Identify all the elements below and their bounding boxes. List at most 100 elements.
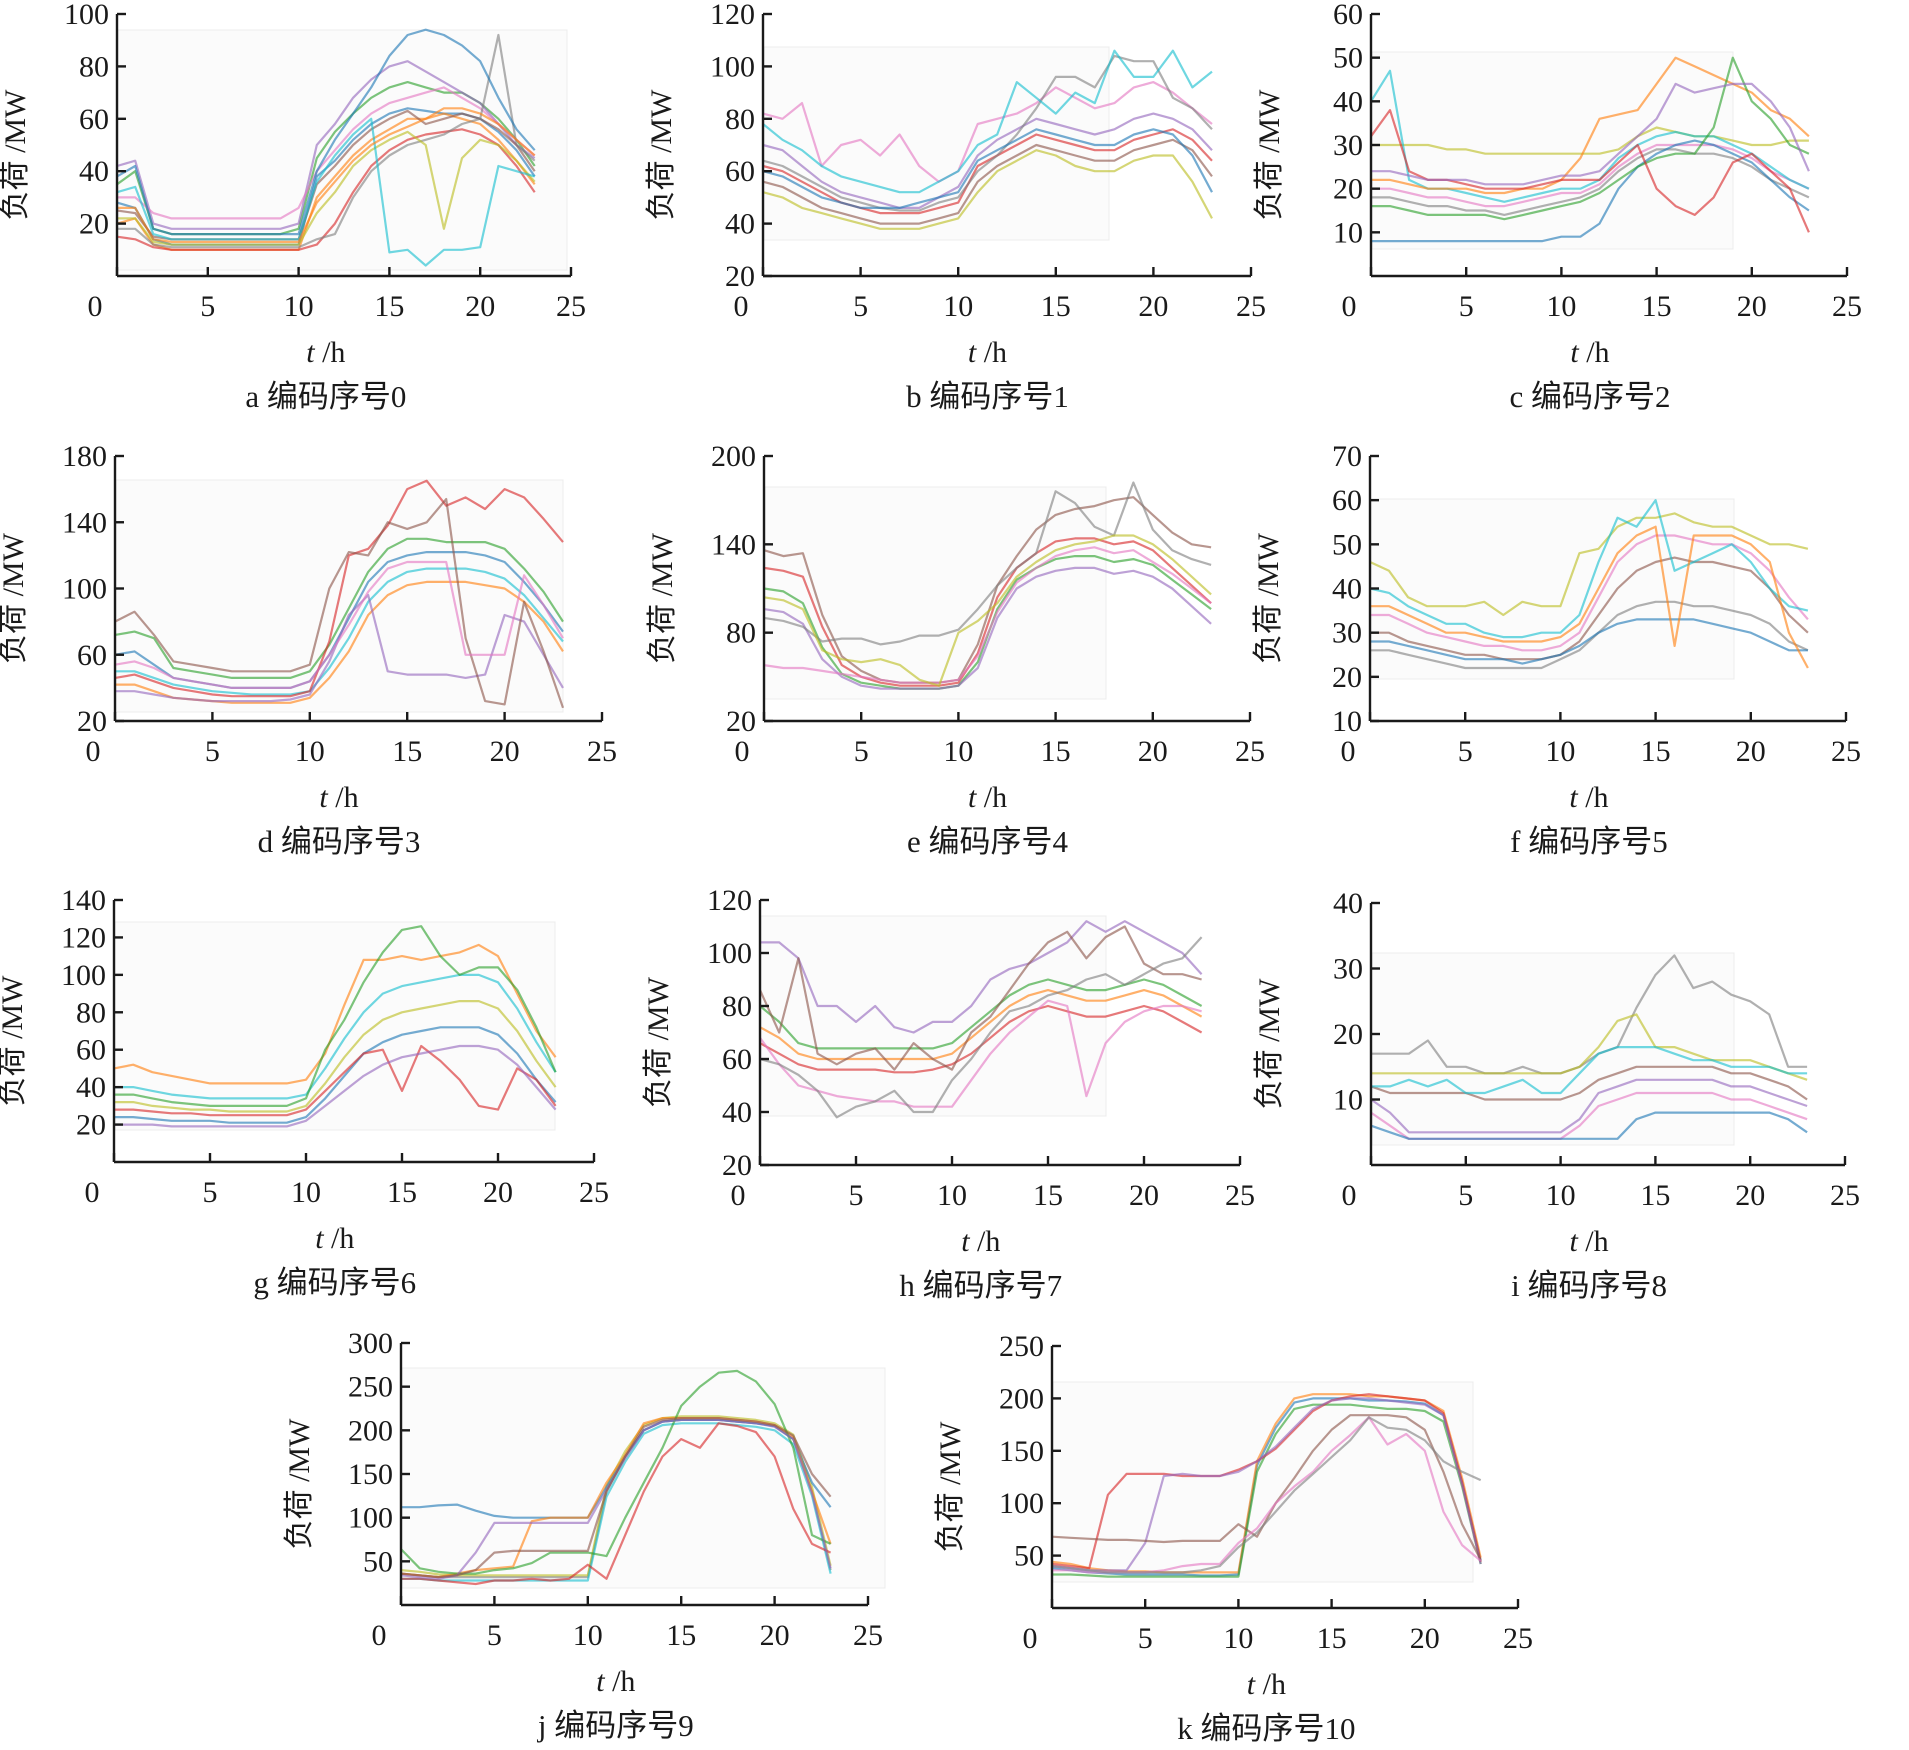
y-tick-label-a: 40 <box>79 155 109 188</box>
series-line-f-s1 <box>1370 556 1809 661</box>
series-group-f <box>1369 499 1809 670</box>
x-tick-label-d: 10 <box>295 735 325 768</box>
x-axis-unit: /h <box>1578 1225 1609 1258</box>
x-axis-unit: /h <box>315 336 346 369</box>
x-tick-label-b: 10 <box>943 290 973 323</box>
series-group-h <box>758 920 1203 1119</box>
y-axis-title-f: 负荷 /MW <box>1252 532 1285 664</box>
x-tick-label-h: 5 <box>849 1179 864 1212</box>
plot-area-f <box>1370 498 1735 680</box>
series-line-c-s5 <box>1371 139 1810 243</box>
series-line-d-s4 <box>114 537 564 680</box>
panel-a: 20 40 60 80 100 0 5 10 15 20 25 t /h 负荷 /MW a 编码序号0 <box>0 0 586 414</box>
series-line-i-s1 <box>1370 1078 1808 1134</box>
x-tick-label-i: 25 <box>1830 1179 1860 1212</box>
plot-area-a <box>117 29 568 271</box>
x-axis-var: t <box>319 781 328 814</box>
y-axis-title-e: 负荷 /MW <box>646 532 679 664</box>
series-line-h-s1 <box>759 988 1203 1061</box>
x-axis-unit: /h <box>1255 1668 1286 1701</box>
x-tick-label-k: 10 <box>1223 1622 1253 1655</box>
x-tick-label-a: 0 <box>88 290 103 323</box>
x-tick-label-f: 20 <box>1736 735 1766 768</box>
panel-e: 20 80 140 200 0 5 10 15 20 25 t /h 负荷 /MW e 编码序号4 <box>646 440 1265 859</box>
x-tick-label-k: 15 <box>1317 1622 1347 1655</box>
panel-d: 20 60 100 140 180 0 5 10 15 20 25 t /h 负荷 /MW d 编码序号3 <box>0 440 617 859</box>
y-tick-label-e: 20 <box>726 705 756 738</box>
x-tick-label-c: 25 <box>1832 290 1862 323</box>
x-tick-label-h: 15 <box>1033 1179 1063 1212</box>
panel-b: 20 40 60 80 100 120 0 5 10 15 20 25 t /h 负荷 /MW b 编码序号… <box>645 0 1266 414</box>
series-line-a-s10 <box>116 117 536 267</box>
y-tick-label-j: 150 <box>348 1458 393 1491</box>
y-tick-label-d: 20 <box>77 705 107 738</box>
panel-caption-d: d 编码序号3 <box>258 824 421 859</box>
series-line-f-s5 <box>1369 499 1809 639</box>
x-axis-unit: /h <box>976 336 1007 369</box>
x-tick-label-b: 15 <box>1041 290 1071 323</box>
y-axis-title-i: 负荷 /MW <box>1253 978 1286 1110</box>
series-line-f-s3 <box>1370 600 1809 670</box>
x-tick-label-g: 25 <box>579 1176 609 1209</box>
y-tick-label-b: 20 <box>725 260 755 293</box>
panel-caption-g: g 编码序号6 <box>253 1265 416 1300</box>
series-line-e-s5 <box>763 546 1212 684</box>
x-tick-label-d: 5 <box>205 735 220 768</box>
series-line-e-s7 <box>763 534 1212 687</box>
x-tick-label-g: 10 <box>291 1176 321 1209</box>
y-tick-label-g: 120 <box>61 921 106 954</box>
x-tick-label-g: 0 <box>85 1176 100 1209</box>
x-tick-label-g: 15 <box>387 1176 417 1209</box>
series-line-c-s6 <box>1371 56 1810 195</box>
y-tick-label-f: 50 <box>1332 528 1362 561</box>
panel-j: 50 100 150 200 250 300 0 5 10 15 20 25 t /h 负荷 /MW j 编… <box>283 1327 886 1743</box>
y-axis-title-b: 负荷 /MW <box>645 89 678 221</box>
series-line-j-s7 <box>401 1422 832 1586</box>
series-group-g <box>113 925 557 1128</box>
series-line-g-s6 <box>114 1044 557 1117</box>
x-tick-label-j: 15 <box>666 1619 696 1652</box>
series-line-a-s12 <box>117 107 536 243</box>
x-tick-label-c: 0 <box>1342 290 1357 323</box>
panel-i: 10 20 30 40 0 5 10 15 20 25 t /h 负荷 /MW i 编码序号8 <box>1253 887 1860 1303</box>
panel-caption-b: b 编码序号1 <box>906 379 1069 414</box>
x-tick-label-i: 10 <box>1546 1179 1576 1212</box>
x-tick-label-k: 20 <box>1410 1622 1440 1655</box>
x-axis-var: t <box>968 781 977 814</box>
x-axis-var: t <box>596 1665 605 1698</box>
series-group-j <box>400 1369 832 1586</box>
series-line-g-s4 <box>113 943 557 1085</box>
y-tick-label-e: 200 <box>711 440 756 473</box>
x-tick-label-e: 15 <box>1041 735 1071 768</box>
y-tick-label-i: 40 <box>1333 887 1363 920</box>
y-tick-label-j: 50 <box>363 1545 393 1578</box>
series-line-a-s9 <box>117 130 536 246</box>
x-tick-label-e: 10 <box>943 735 973 768</box>
x-axis-title-h: t /h <box>961 1225 1000 1258</box>
series-line-b-s7 <box>762 49 1213 194</box>
panel-caption-e: e 编码序号4 <box>907 824 1069 859</box>
y-tick-label-i: 20 <box>1333 1018 1363 1051</box>
x-axis-unit: /h <box>970 1225 1001 1258</box>
series-line-b-s2 <box>762 112 1213 209</box>
x-tick-label-c: 10 <box>1546 290 1576 323</box>
x-tick-label-a: 15 <box>374 290 404 323</box>
x-tick-label-k: 5 <box>1138 1622 1153 1655</box>
x-tick-label-c: 20 <box>1737 290 1767 323</box>
series-line-c-s9 <box>1371 82 1810 186</box>
series-line-a-s4 <box>116 128 536 251</box>
series-line-k-s8 <box>1051 1416 1482 1574</box>
x-tick-label-c: 15 <box>1642 290 1672 323</box>
x-axis-var: t <box>1247 1668 1256 1701</box>
y-tick-label-f: 10 <box>1332 705 1362 738</box>
y-tick-label-c: 40 <box>1333 85 1363 118</box>
x-tick-label-h: 25 <box>1225 1179 1255 1212</box>
x-tick-label-j: 10 <box>573 1619 603 1652</box>
y-axis-title-g: 负荷 /MW <box>0 975 29 1107</box>
x-tick-label-d: 0 <box>86 735 101 768</box>
series-line-g-s2 <box>114 973 557 1100</box>
y-tick-label-i: 30 <box>1333 953 1363 986</box>
x-tick-label-f: 25 <box>1831 735 1861 768</box>
x-tick-label-a: 25 <box>556 290 586 323</box>
